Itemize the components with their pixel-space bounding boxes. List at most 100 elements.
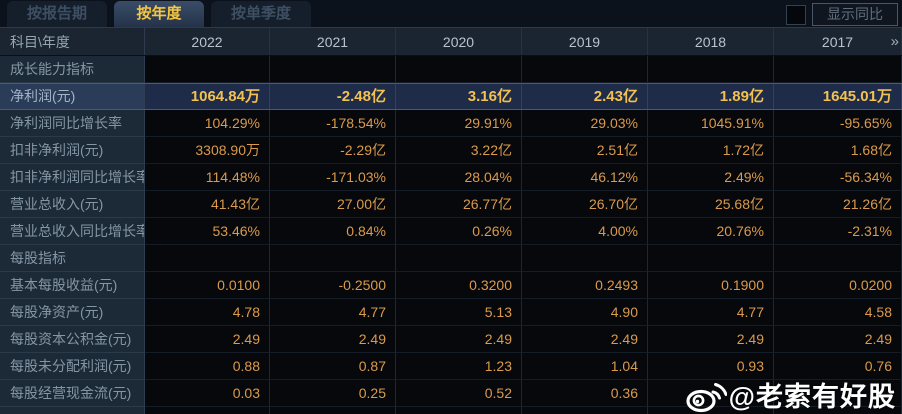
table-row[interactable]: 每股未分配利润(元) 0.88 0.87 1.23 1.04 0.93 0.76 <box>0 353 902 380</box>
value-cell <box>774 56 902 83</box>
value-cell: 3308.90万 <box>145 137 270 164</box>
value-cell: 2.49 <box>648 326 774 353</box>
row-label: 每股未分配利润(元) <box>0 353 145 380</box>
value-cell: -178.54% <box>270 110 396 137</box>
value-cell: 4.77 <box>270 299 396 326</box>
value-cell: -56.34% <box>774 164 902 191</box>
value-cell: 46.12% <box>522 164 648 191</box>
value-cell: 26.70亿 <box>522 191 648 218</box>
selected-table-row[interactable]: 净利润(元) 1064.84万 -2.48亿 3.16亿 2.43亿 1.89亿 1645.… <box>0 83 902 110</box>
value-cell: 0.0100 <box>145 272 270 299</box>
table-header-row: 科目\年度 2022 2021 2020 2019 2018 2017» <box>0 28 902 56</box>
value-cell: 0.88 <box>145 353 270 380</box>
value-cell: 104.29% <box>145 110 270 137</box>
table-row[interactable]: 营业总收入(元) 41.43亿 27.00亿 26.77亿 26.70亿 25.68亿 21… <box>0 191 902 218</box>
value-cell <box>522 56 648 83</box>
value-cell: 2.49 <box>774 326 902 353</box>
value-cell: 0.36 <box>522 380 648 407</box>
value-cell: 2.49 <box>396 326 522 353</box>
table-row[interactable]: 净利润同比增长率 104.29% -178.54% 29.91% 29.03% 1045.… <box>0 110 902 137</box>
value-cell: 0.25 <box>270 380 396 407</box>
value-cell <box>270 56 396 83</box>
value-cell: 29.03% <box>522 110 648 137</box>
table-row[interactable]: 每股资本公积金(元) 2.49 2.49 2.49 2.49 2.49 2.49 <box>0 326 902 353</box>
value-cell: 2.49% <box>648 164 774 191</box>
table-row-partial <box>0 407 902 414</box>
row-label: 每股净资产(元) <box>0 299 145 326</box>
row-label: 每股资本公积金(元) <box>0 326 145 353</box>
year-header: 2018 <box>648 28 774 55</box>
value-cell <box>648 56 774 83</box>
value-cell: -2.31% <box>774 218 902 245</box>
value-cell: -171.03% <box>270 164 396 191</box>
row-label: 成长能力指标 <box>0 56 145 83</box>
value-cell: 1645.01万 <box>774 84 902 109</box>
table-row[interactable]: 每股净资产(元) 4.78 4.77 5.13 4.90 4.77 4.58 <box>0 299 902 326</box>
value-cell <box>145 56 270 83</box>
tab-quarterly[interactable]: 按单季度 <box>211 1 312 27</box>
value-cell: 41.43亿 <box>145 191 270 218</box>
value-cell: 21.26亿 <box>774 191 902 218</box>
year-header: 2022 <box>145 28 270 55</box>
value-cell: 2.49 <box>522 326 648 353</box>
value-cell: 0.52 <box>396 380 522 407</box>
table-body: 成长能力指标 净利润(元) 1064.84万 -2.48亿 3.16亿 2.43亿 1.89… <box>0 56 902 407</box>
value-cell: 4.58 <box>774 299 902 326</box>
value-cell: 1064.84万 <box>145 84 270 109</box>
table-row[interactable]: 扣非净利润同比增长率 114.48% -171.03% 28.04% 46.12% 2.4… <box>0 164 902 191</box>
section-row[interactable]: 每股指标 <box>0 245 902 272</box>
value-cell: 27.00亿 <box>270 191 396 218</box>
table-row[interactable]: 营业总收入同比增长率 53.46% 0.84% 0.26% 4.00% 20.76% -2.… <box>0 218 902 245</box>
value-cell: 2.43亿 <box>522 84 648 109</box>
value-cell: 0.76 <box>774 353 902 380</box>
value-cell: 0.26% <box>396 218 522 245</box>
value-cell: 4.00% <box>522 218 648 245</box>
year-header: 2020 <box>396 28 522 55</box>
tab-annual[interactable]: 按年度 <box>114 1 205 27</box>
corner-label: 科目\年度 <box>0 28 145 55</box>
table-row[interactable]: 扣非净利润(元) 3308.90万 -2.29亿 3.22亿 2.51亿 1.72亿 1.6… <box>0 137 902 164</box>
row-label: 每股经营现金流(元) <box>0 380 145 407</box>
value-cell: -95.65% <box>774 110 902 137</box>
row-label: 净利润(元) <box>0 84 145 109</box>
value-cell: 29.91% <box>396 110 522 137</box>
more-columns-icon[interactable]: » <box>890 33 899 50</box>
value-cell: 0.1900 <box>648 272 774 299</box>
value-cell: 53.46% <box>145 218 270 245</box>
value-cell: 0.3200 <box>396 272 522 299</box>
table-row[interactable]: 每股经营现金流(元) 0.03 0.25 0.52 0.36 <box>0 380 902 407</box>
value-cell: 1.72亿 <box>648 137 774 164</box>
value-cell: 2.51亿 <box>522 137 648 164</box>
value-cell: 114.48% <box>145 164 270 191</box>
value-cell <box>396 245 522 272</box>
value-cell: 4.77 <box>648 299 774 326</box>
show-yoy-button[interactable]: 显示同比 <box>812 3 898 26</box>
value-cell: 1.23 <box>396 353 522 380</box>
show-yoy-checkbox[interactable] <box>786 4 806 25</box>
value-cell: 1.04 <box>522 353 648 380</box>
value-cell: 3.22亿 <box>396 137 522 164</box>
show-yoy-group: 显示同比 <box>786 3 898 26</box>
value-cell: 20.76% <box>648 218 774 245</box>
year-header: 2019 <box>522 28 648 55</box>
value-cell: 3.16亿 <box>396 84 522 109</box>
section-row[interactable]: 成长能力指标 <box>0 56 902 83</box>
value-cell: 2.49 <box>145 326 270 353</box>
value-cell: 28.04% <box>396 164 522 191</box>
tab-report-period[interactable]: 按报告期 <box>7 1 108 27</box>
value-cell <box>648 380 774 407</box>
row-label: 净利润同比增长率 <box>0 110 145 137</box>
value-cell: 0.93 <box>648 353 774 380</box>
value-cell: -2.29亿 <box>270 137 396 164</box>
value-cell <box>774 380 902 407</box>
table-row[interactable]: 基本每股收益(元) 0.0100 -0.2500 0.3200 0.2493 0.1900… <box>0 272 902 299</box>
row-label: 每股指标 <box>0 245 145 272</box>
value-cell: 0.84% <box>270 218 396 245</box>
row-label: 扣非净利润(元) <box>0 137 145 164</box>
row-label: 基本每股收益(元) <box>0 272 145 299</box>
value-cell <box>270 245 396 272</box>
value-cell: 4.78 <box>145 299 270 326</box>
period-tabbar: 按报告期 按年度 按单季度 显示同比 <box>0 0 902 28</box>
value-cell: 1.89亿 <box>648 84 774 109</box>
